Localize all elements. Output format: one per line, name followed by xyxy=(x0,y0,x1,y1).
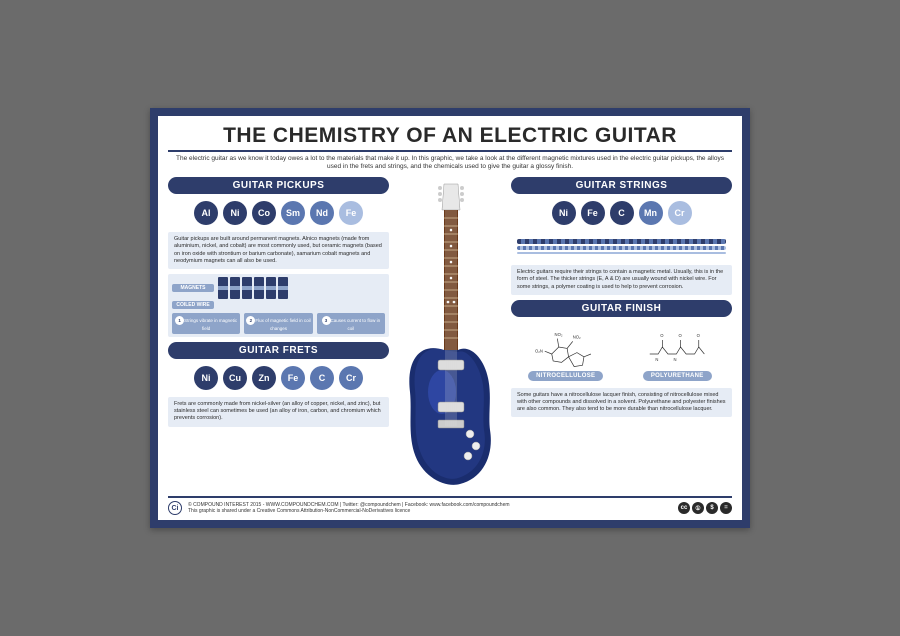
element-fe: Fe xyxy=(281,366,305,390)
element-sm: Sm xyxy=(281,201,305,225)
strings-elements: NiFeCMnCr xyxy=(511,199,732,227)
pickups-text: Guitar pickups are built around permanen… xyxy=(168,232,389,269)
element-c: C xyxy=(310,366,334,390)
left-column: GUITAR PICKUPS AlNiCoSmNdFe Guitar picku… xyxy=(168,177,389,497)
polyurethane-structure-icon: O O O N N xyxy=(625,326,731,368)
magnets-label: MAGNETS xyxy=(172,284,214,292)
element-cr: Cr xyxy=(339,366,363,390)
finish-text: Some guitars have a nitrocellulose lacqu… xyxy=(511,388,732,417)
frets-header: GUITAR FRETS xyxy=(168,342,389,359)
svg-text:NO₂: NO₂ xyxy=(573,334,581,339)
finish-diagram: NO₂ NO₂ O₂N NITROCELLULOSE xyxy=(511,322,732,383)
strings-text: Electric guitars require their strings t… xyxy=(511,265,732,294)
strings-diagram xyxy=(511,232,732,260)
element-ni: Ni xyxy=(552,201,576,225)
guitar-column xyxy=(395,177,505,497)
element-co: Co xyxy=(252,201,276,225)
svg-text:N: N xyxy=(655,357,658,362)
polyurethane-label: POLYURETHANE xyxy=(643,371,712,381)
finish-header: GUITAR FINISH xyxy=(511,300,732,317)
main-title: THE CHEMISTRY OF AN ELECTRIC GUITAR xyxy=(168,124,732,152)
svg-text:NO₂: NO₂ xyxy=(555,331,563,336)
cc-icon-3: = xyxy=(720,502,732,514)
svg-text:O₂N: O₂N xyxy=(535,348,543,353)
element-ni: Ni xyxy=(194,366,218,390)
subtitle-text: The electric guitar as we know it today … xyxy=(168,152,732,177)
poster-frame: THE CHEMISTRY OF AN ELECTRIC GUITAR The … xyxy=(150,108,750,528)
pickup-step-2: 2Flux of magnetic field in coil changes xyxy=(244,313,312,334)
nitrocellulose-label: NITROCELLULOSE xyxy=(528,371,603,381)
coiled-wire-label: COILED WIRE xyxy=(172,301,214,309)
element-fe: Fe xyxy=(339,201,363,225)
cc-icons: cc①$= xyxy=(678,502,732,514)
element-cr: Cr xyxy=(668,201,692,225)
magnet-coils xyxy=(218,277,288,299)
element-ni: Ni xyxy=(223,201,247,225)
nitrocellulose-structure-icon: NO₂ NO₂ O₂N xyxy=(513,326,619,368)
footer: Ci © COMPOUND INTEREST 2015 - WWW.COMPOU… xyxy=(168,496,732,515)
frets-elements: NiCuZnFeCCr xyxy=(168,364,389,392)
polyurethane-mol: O O O N N POLYURETHANE xyxy=(625,326,731,381)
element-fe: Fe xyxy=(581,201,605,225)
pickups-diagram: MAGNETS COILED WIRE 1Strings vibrate in … xyxy=(168,274,389,337)
footer-line2: This graphic is shared under a Creative … xyxy=(188,508,672,515)
strings-header: GUITAR STRINGS xyxy=(511,177,732,194)
ci-logo-icon: Ci xyxy=(168,501,182,515)
guitar-illustration xyxy=(400,182,500,492)
element-mn: Mn xyxy=(639,201,663,225)
element-al: Al xyxy=(194,201,218,225)
svg-text:O: O xyxy=(660,333,664,338)
element-c: C xyxy=(610,201,634,225)
pickups-elements: AlNiCoSmNdFe xyxy=(168,199,389,227)
content-columns: GUITAR PICKUPS AlNiCoSmNdFe Guitar picku… xyxy=(168,177,732,497)
frets-text: Frets are commonly made from nickel-silv… xyxy=(168,397,389,426)
element-zn: Zn xyxy=(252,366,276,390)
element-cu: Cu xyxy=(223,366,247,390)
cc-icon-1: ① xyxy=(692,502,704,514)
nitrocellulose-mol: NO₂ NO₂ O₂N NITROCELLULOSE xyxy=(513,326,619,381)
poster-inner: THE CHEMISTRY OF AN ELECTRIC GUITAR The … xyxy=(158,116,742,520)
pickups-header: GUITAR PICKUPS xyxy=(168,177,389,194)
pickup-step-3: 3Causes current to flow in coil xyxy=(317,313,385,334)
pickup-steps: 1Strings vibrate in magnetic field2Flux … xyxy=(172,313,385,334)
pickup-step-1: 1Strings vibrate in magnetic field xyxy=(172,313,240,334)
cc-icon-0: cc xyxy=(678,502,690,514)
svg-text:O: O xyxy=(678,333,682,338)
right-column: GUITAR STRINGS NiFeCMnCr Electric guitar… xyxy=(511,177,732,497)
cc-icon-2: $ xyxy=(706,502,718,514)
svg-text:N: N xyxy=(673,357,676,362)
svg-text:O: O xyxy=(696,333,700,338)
element-nd: Nd xyxy=(310,201,334,225)
footer-text: © COMPOUND INTEREST 2015 - WWW.COMPOUNDC… xyxy=(188,502,672,515)
